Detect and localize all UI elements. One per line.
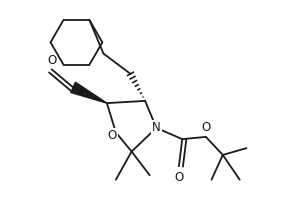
Text: O: O [201,121,211,133]
Text: O: O [108,129,117,142]
Text: O: O [47,54,56,67]
Text: O: O [174,171,184,184]
Text: N: N [152,121,161,134]
Polygon shape [71,82,107,103]
